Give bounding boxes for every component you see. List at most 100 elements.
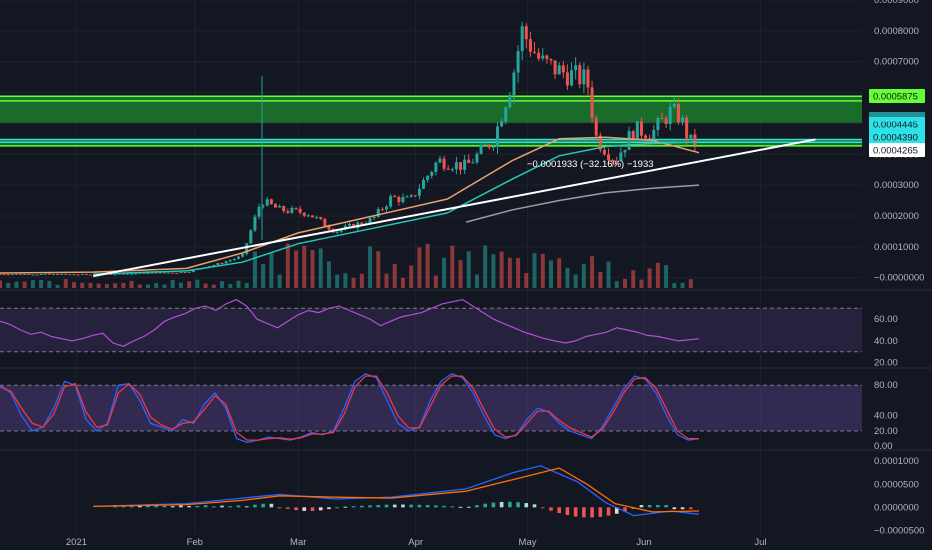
- candle-body: [586, 69, 590, 88]
- macd-histogram-bar: [277, 507, 282, 509]
- candle-body: [228, 260, 232, 262]
- macd-histogram-bar: [343, 506, 348, 508]
- candle-body: [479, 144, 483, 154]
- candle: [413, 195, 417, 198]
- price-tag: [869, 89, 925, 103]
- macd-histogram-bar: [475, 505, 479, 508]
- volume-bar: [310, 250, 315, 288]
- candle: [6, 274, 10, 276]
- volume-bar: [376, 251, 381, 288]
- price-tick-label: 0.0009000: [874, 0, 919, 6]
- candle-body: [31, 274, 35, 276]
- stoch-tick-label: 0.00: [874, 441, 893, 452]
- candles: [0, 21, 697, 276]
- candle: [483, 140, 487, 146]
- candle: [475, 151, 479, 165]
- candle-body: [150, 272, 154, 274]
- candle-body: [261, 205, 265, 207]
- candle-body: [426, 175, 430, 180]
- candle-body: [578, 65, 582, 85]
- volume-bar: [499, 251, 504, 288]
- candle-body: [380, 209, 384, 211]
- candle-body: [187, 271, 191, 273]
- measure-annotation: −0.0001933 (−32.16%) −1933: [527, 159, 654, 170]
- candle: [171, 272, 175, 274]
- macd-histogram-bar: [442, 505, 446, 508]
- macd-histogram-bar: [318, 507, 323, 511]
- candle: [265, 196, 269, 207]
- candle: [323, 217, 327, 227]
- candle: [487, 143, 491, 150]
- candle: [491, 144, 495, 151]
- volume-bar: [47, 280, 52, 288]
- time-tick-label: Jul: [754, 537, 766, 548]
- candle: [64, 273, 68, 275]
- macd-tick-label: 0.0001000: [874, 456, 919, 467]
- macd-histogram-bar: [162, 505, 167, 508]
- candle: [615, 156, 619, 166]
- macd-histogram-bar: [450, 506, 455, 508]
- candle: [183, 271, 187, 274]
- candle: [380, 207, 384, 212]
- candle-body: [125, 273, 129, 275]
- candle-body: [463, 159, 467, 170]
- macd-histogram-bar: [434, 505, 438, 508]
- macd-histogram-bar: [483, 503, 487, 508]
- macd-histogram-bar: [417, 504, 422, 508]
- candle: [286, 208, 290, 214]
- candle: [594, 115, 598, 141]
- candle-body: [286, 211, 290, 213]
- macd-histogram-bar: [129, 506, 134, 508]
- candle-body: [68, 274, 72, 276]
- candle: [315, 215, 319, 220]
- candle: [273, 203, 277, 208]
- macd-histogram-bar: [623, 507, 627, 512]
- stoch-tick-label: 20.00: [874, 426, 898, 437]
- candle: [72, 274, 76, 276]
- candle-body: [117, 273, 121, 275]
- candle: [35, 274, 39, 276]
- volume-bar: [425, 243, 430, 288]
- candle-body: [76, 274, 80, 276]
- macd-histogram-bar: [360, 505, 364, 508]
- volume-bar: [581, 263, 586, 288]
- volume-bar: [178, 282, 183, 288]
- volume-bar: [392, 264, 397, 288]
- candle-body: [253, 216, 257, 231]
- candle-body: [401, 196, 405, 203]
- volume-bar: [129, 280, 134, 288]
- candle: [310, 215, 314, 218]
- candle-body: [672, 104, 676, 107]
- candle: [574, 57, 578, 80]
- candle-body: [656, 118, 660, 130]
- candle-body: [385, 206, 389, 210]
- candle: [19, 273, 23, 275]
- volume-bar: [203, 283, 208, 288]
- candle: [409, 193, 413, 198]
- macd-histogram-bar: [286, 507, 290, 509]
- candle-body: [393, 196, 397, 198]
- candle: [167, 272, 171, 274]
- candle: [249, 228, 253, 245]
- candle: [607, 148, 611, 165]
- candle-body: [278, 206, 282, 208]
- price-tick-label: 0.0001000: [874, 242, 919, 253]
- macd-histogram-bar: [557, 507, 561, 514]
- candle: [496, 122, 500, 154]
- volume-bar: [598, 271, 603, 288]
- candle: [516, 45, 520, 83]
- volume-bar: [0, 280, 2, 288]
- candle-body: [504, 107, 508, 122]
- candle-body: [623, 149, 627, 153]
- time-tick-label: Feb: [187, 537, 203, 548]
- candle-body: [2, 273, 6, 275]
- candle: [549, 58, 553, 65]
- candle: [524, 23, 528, 49]
- candle: [162, 272, 166, 274]
- macd-histogram-bar: [368, 505, 372, 508]
- candle-body: [471, 162, 475, 164]
- candle: [471, 158, 475, 164]
- candle-body: [676, 104, 680, 123]
- volume-bar: [409, 265, 414, 288]
